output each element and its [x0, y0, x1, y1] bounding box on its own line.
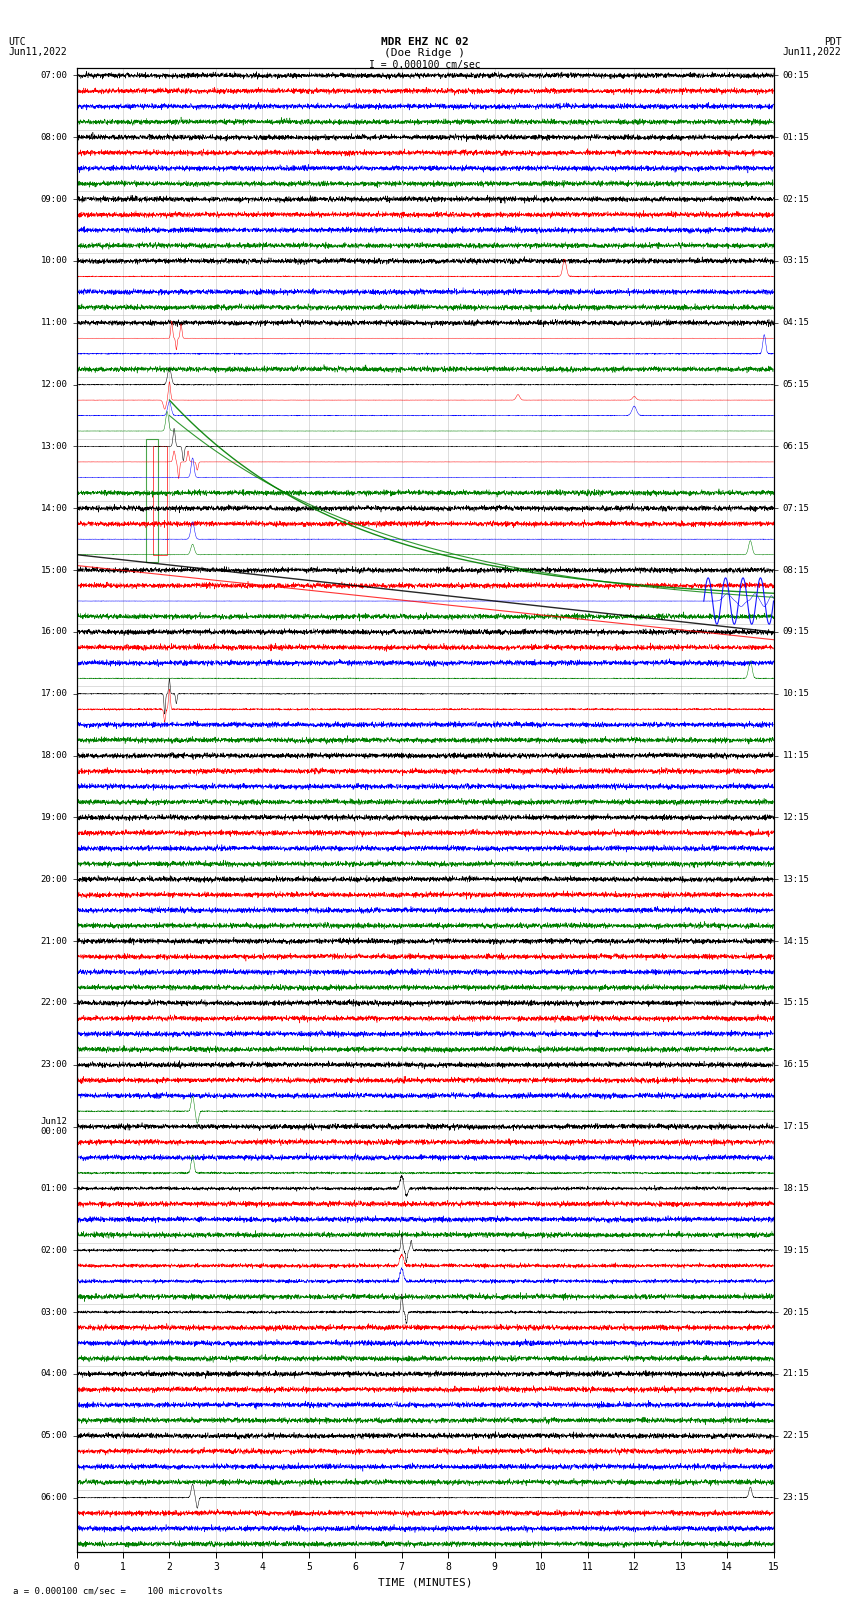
Text: UTC: UTC	[8, 37, 26, 47]
Text: Jun11,2022: Jun11,2022	[783, 47, 842, 56]
X-axis label: TIME (MINUTES): TIME (MINUTES)	[377, 1578, 473, 1587]
Text: I = 0.000100 cm/sec: I = 0.000100 cm/sec	[369, 60, 481, 69]
Text: PDT: PDT	[824, 37, 842, 47]
Text: Jun11,2022: Jun11,2022	[8, 47, 67, 56]
Text: (Doe Ridge ): (Doe Ridge )	[384, 48, 466, 58]
Text: MDR EHZ NC 02: MDR EHZ NC 02	[381, 37, 469, 47]
Text: a = 0.000100 cm/sec =    100 microvolts: a = 0.000100 cm/sec = 100 microvolts	[13, 1586, 223, 1595]
